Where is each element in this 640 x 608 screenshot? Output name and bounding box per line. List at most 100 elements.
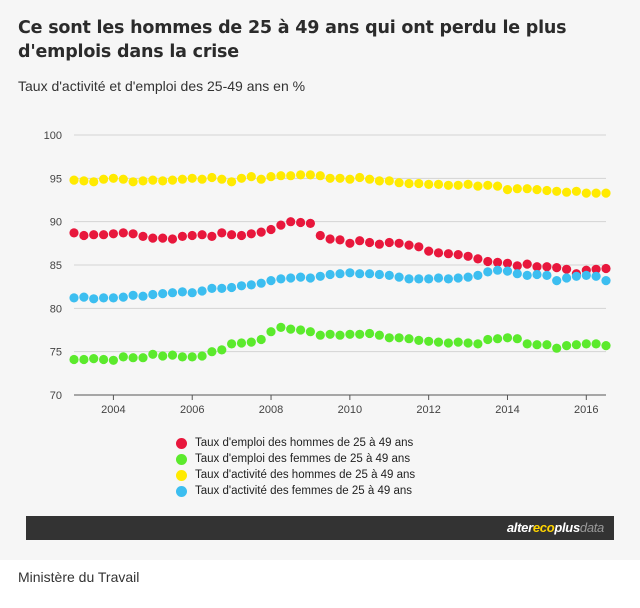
data-point-series-2 [276,322,286,332]
legend-marker [176,469,187,481]
data-point-series-3 [276,171,286,181]
brand-part-data: data [579,520,604,535]
data-point-series-4 [601,276,611,286]
data-point-series-3 [108,173,118,183]
data-point-series-4 [167,288,178,298]
data-point-series-3 [473,181,483,191]
data-point-series-4 [197,286,207,296]
data-point-series-3 [236,173,247,183]
data-point-series-3 [138,176,148,186]
data-point-series-4 [365,269,375,279]
data-point-series-4 [394,272,404,282]
data-point-series-1 [286,217,296,227]
y-tick-label: 90 [50,217,62,229]
data-point-series-1 [79,230,89,241]
data-point-series-1 [493,257,503,267]
data-point-series-4 [522,270,532,280]
x-tick-label: 2008 [259,404,283,416]
legend-marker [176,437,187,449]
data-point-series-2 [424,336,434,346]
data-point-series-3 [581,188,591,198]
data-point-series-2 [562,341,572,351]
data-point-series-4 [483,267,493,277]
data-point-series-3 [286,171,296,181]
data-point-series-1 [335,235,345,245]
data-point-series-4 [177,287,187,297]
data-point-series-4 [433,273,444,283]
data-point-series-1 [502,258,513,268]
data-point-series-2 [335,330,345,340]
data-point-series-3 [305,170,315,180]
y-tick-label: 85 [50,260,62,272]
data-point-series-1 [217,228,227,238]
data-point-series-2 [571,340,582,350]
data-point-series-2 [236,338,247,348]
data-point-series-1 [374,239,384,249]
data-point-series-4 [99,293,109,303]
data-point-series-3 [207,172,217,183]
data-point-series-1 [414,242,424,252]
legend-label: Taux d'emploi des hommes de 25 à 49 ans [195,437,414,449]
data-point-series-3 [453,180,463,190]
data-point-series-1 [601,263,611,274]
data-point-series-1 [177,231,187,241]
data-point-series-1 [453,250,463,260]
legend-marker [176,453,187,465]
data-point-series-2 [522,339,532,349]
data-point-series-3 [512,184,522,194]
data-point-series-4 [158,289,168,299]
data-point-series-3 [187,173,197,183]
data-point-series-2 [99,354,109,365]
data-point-series-1 [276,220,286,230]
data-point-series-4 [227,282,237,293]
data-point-series-4 [443,274,453,284]
data-point-series-2 [483,334,493,345]
data-point-series-3 [118,174,128,184]
data-point-series-4 [562,273,572,283]
data-point-series-3 [571,186,582,196]
data-point-series-3 [384,176,394,186]
data-point-series-2 [591,339,601,349]
legend-item-4: Taux d'activité des femmes de 25 à 49 an… [176,483,415,499]
data-point-series-4 [276,274,286,284]
data-point-series-2 [512,334,522,344]
data-point-series-2 [414,335,424,345]
data-point-series-3 [493,181,503,191]
data-point-series-3 [394,178,404,188]
data-point-series-4 [374,269,384,280]
data-point-series-2 [177,352,187,362]
data-point-series-1 [227,230,237,240]
data-point-series-4 [128,290,138,300]
data-point-series-3 [296,170,306,180]
data-point-series-2 [118,352,128,362]
data-point-series-2 [305,327,315,337]
data-point-series-4 [217,283,227,293]
data-point-series-3 [227,177,237,187]
data-point-series-1 [207,231,217,241]
data-point-series-2 [443,338,453,348]
data-point-series-3 [522,184,532,194]
data-point-series-2 [394,333,404,343]
data-point-series-1 [483,256,493,267]
y-tick-label: 75 [50,347,62,359]
data-point-series-1 [345,238,355,248]
data-point-series-4 [355,269,365,279]
data-point-series-1 [99,230,109,240]
data-point-series-3 [99,174,109,184]
data-point-series-1 [246,229,256,239]
data-point-series-4 [345,268,355,278]
data-point-series-4 [315,271,325,281]
data-point-series-1 [197,230,207,240]
data-point-series-4 [571,271,582,281]
data-point-series-3 [246,172,256,182]
data-point-series-1 [89,230,99,240]
y-tick-label: 80 [50,303,62,315]
data-point-series-2 [463,338,473,348]
data-point-series-1 [463,251,473,261]
brand-part-eco: eco [532,520,555,535]
data-point-series-2 [345,329,355,339]
x-tick-label: 2006 [180,404,204,416]
data-point-series-3 [177,174,187,184]
legend-item-2: Taux d'emploi des femmes de 25 à 49 ans [176,451,415,467]
data-point-series-2 [365,328,375,339]
